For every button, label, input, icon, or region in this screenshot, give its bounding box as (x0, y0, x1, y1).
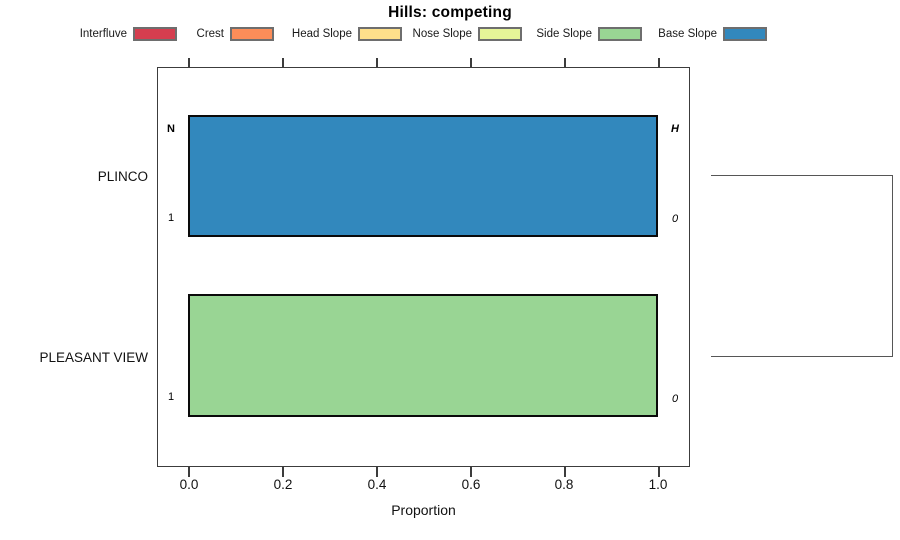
axis-tick-top (658, 57, 660, 67)
axis-tick-top (282, 57, 284, 67)
annotation-header-h: H (671, 123, 679, 135)
x-axis-title: Proportion (391, 502, 456, 518)
legend-label-head-slope: Head Slope (291, 28, 352, 40)
legend-swatch-side-slope (598, 27, 642, 41)
x-tick-label: 0.8 (554, 477, 574, 492)
legend-swatch-interfluve (133, 27, 177, 41)
x-tick-label: 1.0 (648, 477, 668, 492)
annotation-h-plinco: 0 (671, 213, 679, 225)
legend-swatch-nose-slope (478, 27, 522, 41)
legend-label-nose-slope: Nose Slope (412, 28, 472, 40)
legend-label-side-slope: Side Slope (536, 28, 592, 40)
legend-label-crest: Crest (196, 28, 224, 40)
axis-tick-top (188, 57, 190, 67)
annotation-header-n: N (167, 123, 175, 135)
annotation-n-plinco: 1 (167, 212, 175, 224)
dendrogram-bracket (711, 175, 893, 357)
y-label-pleasant-view: PLEASANT VIEW (39, 350, 148, 365)
legend-label-interfluve: Interfluve (79, 28, 127, 40)
x-tick-label: 0.4 (367, 477, 387, 492)
axis-tick-bottom (188, 467, 190, 477)
x-tick-label: 0.2 (273, 477, 293, 492)
axis-tick-bottom (564, 467, 566, 477)
axis-tick-bottom (470, 467, 472, 477)
y-label-plinco: PLINCO (97, 169, 148, 184)
legend-swatch-base-slope (723, 27, 767, 41)
bar-pleasant-view-side-slope (188, 294, 658, 417)
chart-title: Hills: competing (388, 4, 512, 21)
x-tick-label: 0.6 (461, 477, 481, 492)
axis-tick-top (470, 57, 472, 67)
axis-tick-top (376, 57, 378, 67)
axis-tick-top (564, 57, 566, 67)
annotation-n-pleasant-view: 1 (167, 391, 175, 403)
axis-tick-bottom (282, 467, 284, 477)
x-tick-label: 0.0 (179, 477, 199, 492)
legend-swatch-head-slope (358, 27, 402, 41)
axis-tick-bottom (376, 467, 378, 477)
axis-tick-bottom (658, 467, 660, 477)
legend-swatch-crest (230, 27, 274, 41)
bar-plinco-base-slope (188, 115, 658, 237)
legend-label-base-slope: Base Slope (658, 28, 717, 40)
annotation-h-pleasant-view: 0 (671, 393, 679, 405)
